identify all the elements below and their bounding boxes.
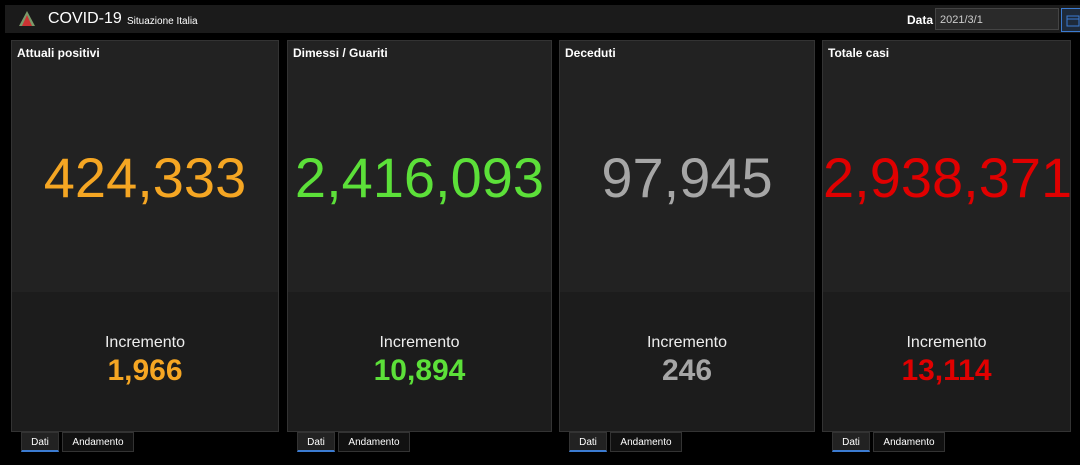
card-top: Totale casi 2,938,371 [823,41,1073,292]
card-title: Totale casi [828,46,890,60]
card-bottom: Incremento 13,114 [823,292,1070,431]
increment-value: 10,894 [373,354,466,387]
app-title: COVID-19 [48,10,122,27]
card-top: Deceduti 97,945 [560,41,814,292]
tab[interactable]: Dati [569,432,607,452]
card-top: Dimessi / Guariti 2,416,093 [288,41,551,292]
tab[interactable]: Andamento [62,432,134,452]
card-title: Dimessi / Guariti [293,46,388,60]
date-input[interactable]: 2021/3/1 [935,8,1059,30]
app-subtitle: Situazione Italia [127,16,198,27]
card-value: 2,416,093 [294,146,545,209]
increment-label: Incremento [379,334,460,351]
header: COVID-19 Situazione Italia Data 2021/3/1 [5,5,1080,33]
card-value: 424,333 [43,146,247,209]
tab[interactable]: Andamento [610,432,682,452]
tab[interactable]: Andamento [338,432,410,452]
card-top: Attuali positivi 424,333 [12,41,278,292]
increment-value: 246 [661,354,713,387]
stat-card: Attuali positivi 424,333 Incremento 1,966 [11,40,279,432]
increment-label: Incremento [906,334,987,351]
stat-card: Totale casi 2,938,371 Incremento 13,114 [822,40,1073,432]
card-bottom: Incremento 1,966 [12,292,278,431]
tab[interactable]: Dati [21,432,59,452]
tab[interactable]: Dati [297,432,335,452]
card-title: Deceduti [565,46,616,60]
increment-value: 1,966 [107,354,183,387]
calendar-button[interactable] [1061,8,1080,32]
logo [19,11,35,26]
increment-value: 13,114 [901,354,992,387]
increment-label: Incremento [646,334,728,351]
tab[interactable]: Dati [832,432,870,452]
tab[interactable]: Andamento [873,432,945,452]
card-bottom: Incremento 246 [560,292,814,431]
card-bottom: Incremento 10,894 [288,292,551,431]
stat-card: Dimessi / Guariti 2,416,093 Incremento 10,8… [287,40,552,432]
date-label: Data [907,13,934,27]
increment-label: Incremento [104,334,186,351]
card-title: Attuali positivi [17,46,100,60]
card-value: 2,938,371 [823,146,1073,209]
card-value: 97,945 [601,146,773,209]
stat-card: Deceduti 97,945 Incremento 246 [559,40,815,432]
